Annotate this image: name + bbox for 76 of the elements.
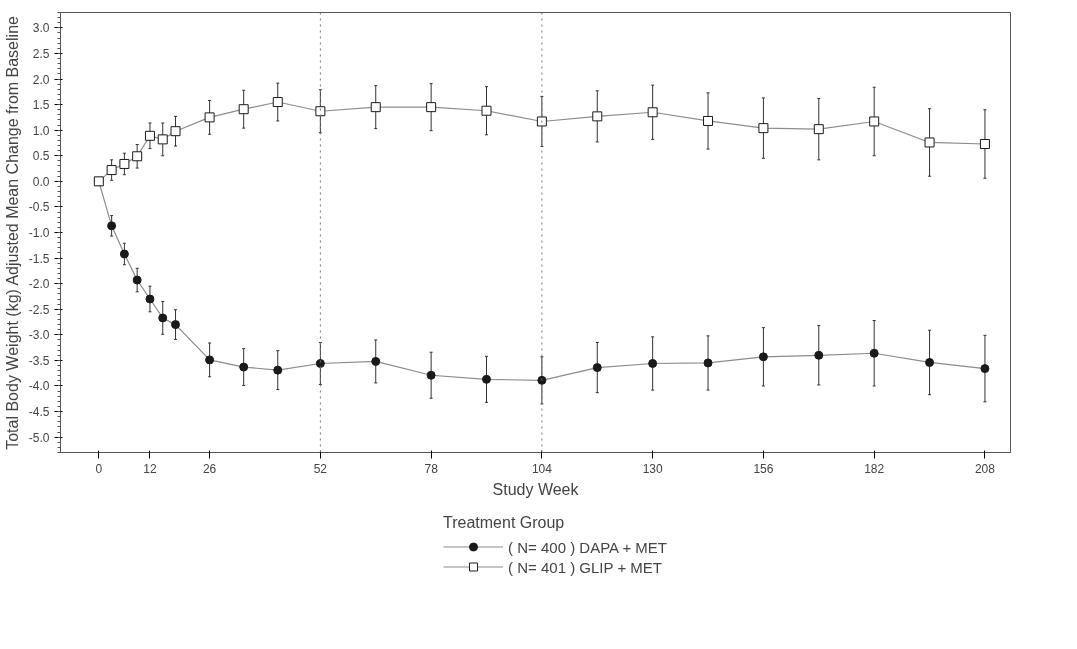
x-tick-label: 104 [531,461,553,476]
x-tick-label: 156 [753,461,774,476]
y-tick-label: -5.0 [28,430,50,445]
point [869,348,879,358]
y-tick-label: -4.0 [28,379,50,394]
point [205,355,215,365]
legend-title: Treatment Group [443,513,566,532]
point [204,112,215,123]
y-tick-label: -1.5 [28,251,50,266]
point [979,138,990,149]
y-tick-label: 1.0 [32,123,50,138]
point [145,294,155,304]
point [592,363,602,373]
point [315,106,326,117]
point [371,356,381,366]
point [924,137,935,148]
y-tick-label: -0.5 [28,200,50,215]
point [144,130,155,141]
point [107,221,117,231]
point [536,116,547,127]
point [537,375,547,385]
x-tick-label: 52 [313,461,328,476]
x-tick-label: 0 [95,461,103,476]
x-tick-label: 26 [202,461,217,476]
point [119,158,130,169]
point [238,104,249,115]
x-tick-label: 78 [424,461,439,476]
point [814,350,824,360]
y-tick-label: 2.5 [32,46,50,61]
point [157,134,168,145]
point [758,123,769,134]
point [171,320,181,330]
y-tick-label: 0.0 [32,174,50,189]
point [592,111,603,122]
point [481,105,492,116]
y-tick-label: -1.0 [28,226,50,240]
y-tick-label: 0.5 [32,149,50,164]
point [648,358,658,368]
point [980,364,990,374]
point [158,313,168,323]
point [482,374,492,384]
point [647,107,658,118]
y-tick-label: 3.0 [32,21,50,36]
y-tick-label: -3.5 [28,353,50,368]
point [315,358,325,368]
x-tick-label: 12 [143,461,157,476]
point [272,97,283,108]
point [132,151,143,162]
x-tick-label: 182 [864,461,885,476]
point [273,365,283,375]
x-tick-label: 208 [974,461,996,476]
point [239,362,249,372]
y-tick-label: -3.0 [28,328,50,343]
point [426,370,436,380]
point [925,357,935,367]
point [703,115,714,126]
x-tick-label: 130 [642,461,663,476]
y-tick-label: -4.5 [28,405,50,420]
point [370,102,381,113]
legend-label: ( N= 401 ) GLIP + MET [508,557,662,577]
point [106,165,117,176]
point [119,249,129,259]
y-tick-label: 1.5 [32,98,50,113]
point [170,126,181,137]
y-tick-label: -2.0 [28,277,50,292]
x-axis-title: Study Week [492,480,580,498]
point [703,358,713,368]
legend-label: ( N= 400 ) DAPA + MET [508,537,667,557]
point [132,275,142,285]
point [813,124,824,135]
point [758,352,768,362]
y-tick-label: -2.5 [28,302,50,317]
y-axis-title: Total Body Weight (kg) Adjusted Mean Change from Baseline [3,15,21,450]
point [426,102,437,113]
y-tick-label: 2.0 [32,72,50,87]
point [869,116,880,127]
